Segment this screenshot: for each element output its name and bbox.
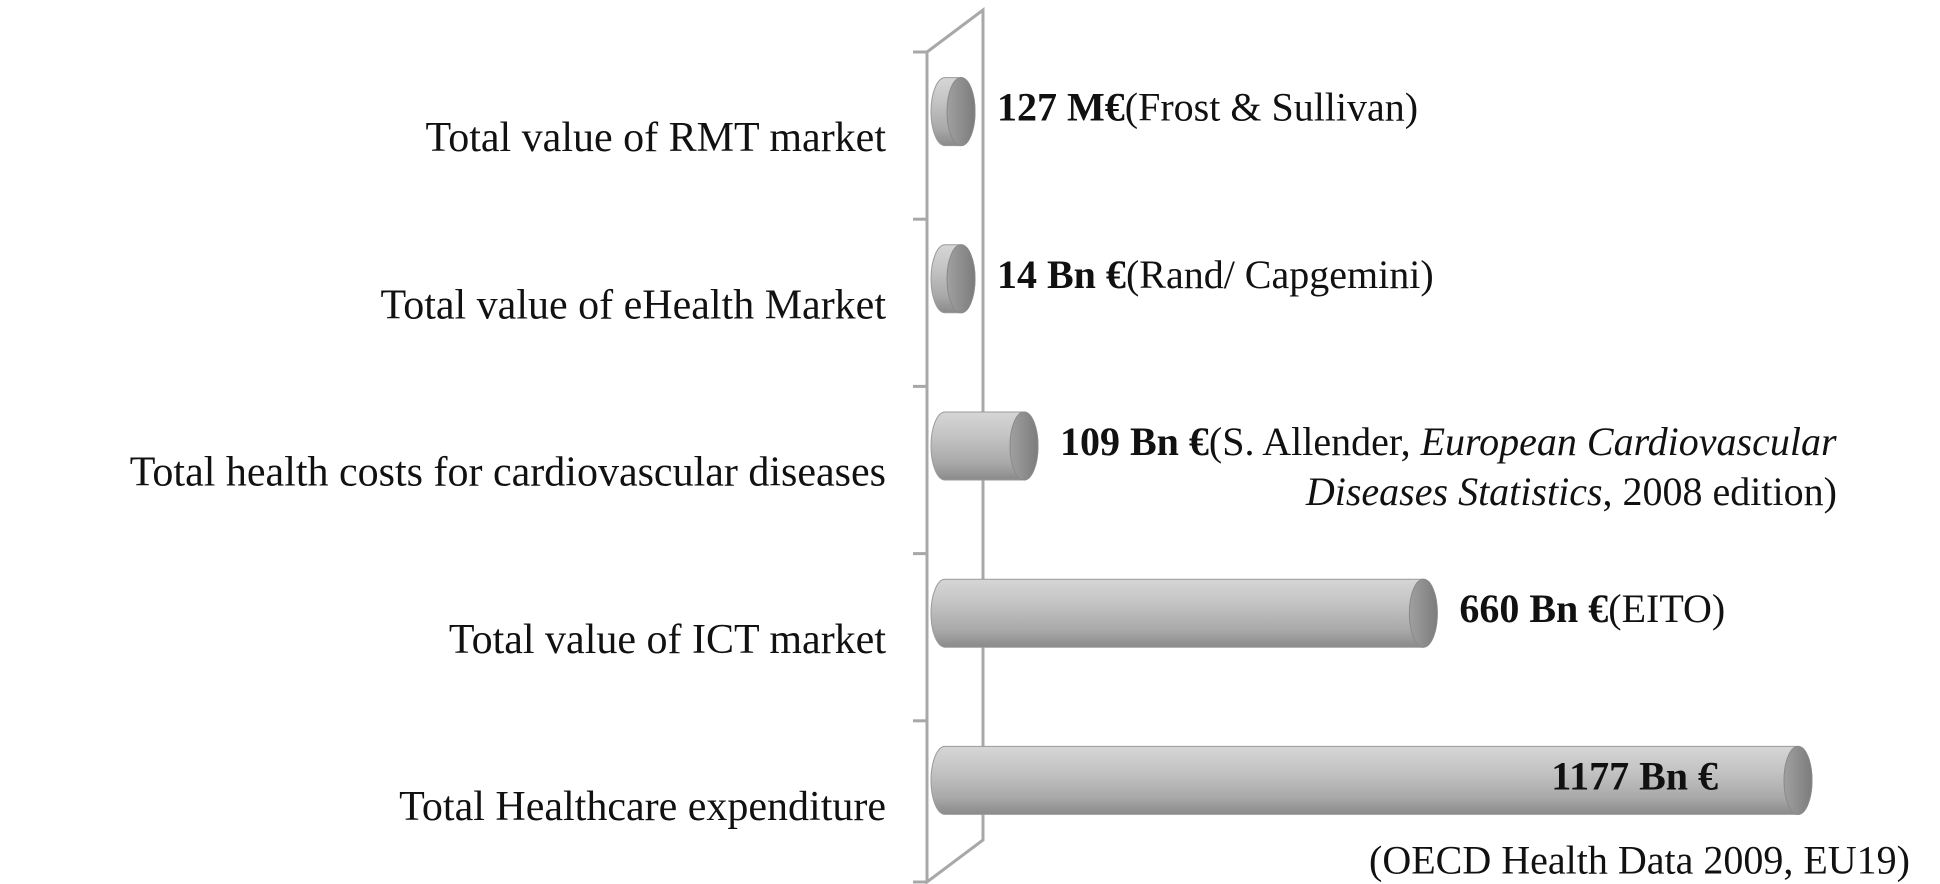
value-label-group: 109 Bn €(S. Allender, European Cardiovas…	[1060, 419, 1837, 464]
category-label: Total health costs for cardiovascular di…	[130, 450, 886, 496]
bar	[930, 244, 976, 314]
bar	[930, 578, 1438, 648]
bar-cap	[1783, 745, 1813, 815]
bar	[930, 77, 976, 147]
bar-cap	[1009, 411, 1039, 481]
source-text: (Rand/ Capgemini)	[1126, 252, 1434, 297]
bar-cap	[946, 77, 976, 147]
category-label: Total value of RMT market	[425, 115, 886, 161]
category-label: Total Healthcare expenditure	[399, 784, 886, 830]
value-label: 109 Bn €	[1060, 419, 1209, 464]
value-label: 127 M€	[997, 85, 1125, 130]
category-label: Total value of eHealth Market	[380, 282, 886, 328]
value-label: 660 Bn €	[1459, 586, 1608, 631]
bar-cap	[1408, 578, 1438, 648]
value-label: 14 Bn €	[997, 252, 1126, 297]
source-text: (EITO)	[1608, 586, 1725, 631]
bar	[930, 411, 1039, 481]
value-label-group: 660 Bn €(EITO)	[1459, 586, 1725, 631]
bar-body	[930, 578, 1438, 648]
value-label-group: 14 Bn €(Rand/ Capgemini)	[997, 252, 1434, 297]
source-text: (S. Allender,	[1209, 419, 1421, 464]
value-label: 1177 Bn €	[1551, 754, 1718, 799]
value-label-group: 1177 Bn €	[1551, 754, 1718, 799]
axis-plane	[925, 7, 985, 884]
source-text: (Frost & Sullivan)	[1125, 85, 1418, 130]
bar	[930, 745, 1813, 815]
source-line: (OECD Health Data 2009, EU19)	[1369, 838, 1910, 883]
value-label-group: 127 M€(Frost & Sullivan)	[997, 85, 1418, 130]
source-text: , 2008 edition)	[1603, 469, 1837, 514]
bar-cap	[946, 244, 976, 314]
source-text: (OECD Health Data 2009, EU19)	[1369, 838, 1910, 883]
source-text: Diseases Statistics	[1305, 469, 1603, 514]
source-text: European Cardiovascular	[1420, 419, 1837, 464]
category-label: Total value of ICT market	[449, 617, 886, 663]
source-line: Diseases Statistics, 2008 edition)	[1305, 469, 1837, 514]
